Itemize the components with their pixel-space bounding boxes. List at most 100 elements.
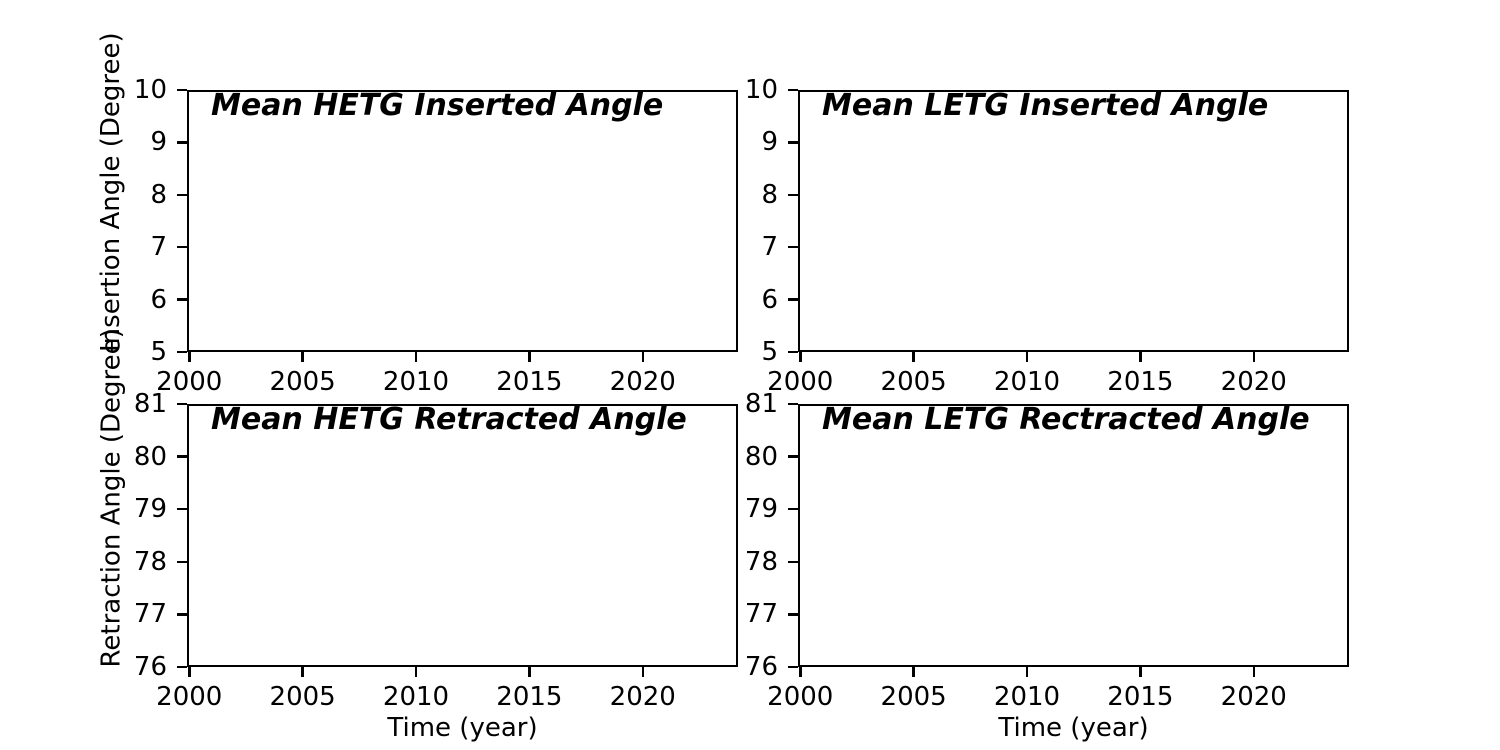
y-tick-label: 5 — [761, 337, 778, 367]
y-tick-label: 80 — [133, 441, 167, 472]
y-tick-mark — [788, 402, 798, 406]
x-tick-mark — [528, 667, 531, 677]
x-tick-mark — [1139, 667, 1142, 677]
x-tick-label: 2020 — [1220, 682, 1287, 712]
x-tick-label: 2005 — [880, 367, 947, 397]
y-tick-mark — [788, 245, 798, 249]
y-tick-label: 81 — [133, 389, 167, 419]
y-tick-label: 77 — [744, 599, 778, 630]
y-tick-mark — [788, 455, 798, 458]
x-tick-mark — [188, 667, 191, 677]
y-tick-label: 10 — [744, 75, 778, 105]
y-tick-label: 80 — [744, 441, 778, 472]
y-tick-label: 7 — [150, 232, 167, 263]
y-tick-label: 81 — [744, 389, 778, 419]
y-tick-mark — [177, 507, 187, 511]
x-tick-mark — [641, 667, 644, 677]
y-tick-label: 7 — [761, 232, 778, 263]
y-tick-mark — [177, 245, 187, 249]
x-tick-label: 2015 — [496, 367, 563, 397]
axes-letg-inserted: Mean LETG Inserted Angle — [798, 88, 1349, 352]
x-tick-label: 2020 — [609, 682, 676, 712]
y-tick-mark — [788, 193, 798, 197]
plot-title-letg-retracted: Mean LETG Rectracted Angle — [822, 402, 1310, 437]
x-tick-mark — [528, 352, 531, 362]
plot-title-letg-inserted: Mean LETG Inserted Angle — [822, 88, 1269, 123]
y-tick-label: 5 — [150, 337, 167, 367]
axes-letg-retracted: Mean LETG Rectracted Angle — [798, 402, 1349, 667]
y-tick-mark — [788, 665, 798, 669]
x-tick-label: 2005 — [880, 682, 947, 712]
y-tick-label: 8 — [761, 179, 778, 210]
x-tick-mark — [301, 352, 304, 362]
x-tick-label: 2005 — [269, 367, 336, 397]
y-tick-mark — [788, 560, 798, 564]
y-tick-mark — [177, 350, 187, 354]
y-tick-label: 79 — [744, 494, 778, 525]
x-tick-label: 2020 — [1220, 367, 1287, 397]
y-tick-label: 9 — [150, 127, 167, 158]
y-tick-label: 78 — [133, 546, 167, 577]
y-tick-label: 77 — [133, 599, 167, 630]
x-tick-label: 2000 — [767, 367, 834, 397]
x-tick-label: 2010 — [382, 367, 450, 397]
x-tick-label: 2000 — [767, 682, 834, 712]
y-tick-mark — [177, 141, 187, 144]
x-tick-label: 2010 — [382, 682, 450, 712]
x-tick-mark — [1252, 667, 1255, 677]
x-tick-mark — [1025, 352, 1029, 362]
y-tick-label: 8 — [150, 179, 167, 210]
x-tick-mark — [301, 667, 304, 677]
x-tick-mark — [414, 667, 418, 677]
y-tick-label: 10 — [133, 75, 167, 105]
x-tick-label: 2020 — [609, 367, 676, 397]
y-tick-mark — [177, 298, 187, 301]
y-tick-label: 6 — [761, 284, 778, 315]
plot-title-hetg-retracted: Mean HETG Retracted Angle — [211, 402, 687, 437]
y-tick-mark — [177, 402, 187, 406]
plot-title-hetg-inserted: Mean HETG Inserted Angle — [211, 88, 664, 123]
x-tick-label: 2000 — [156, 682, 223, 712]
y-tick-mark — [177, 613, 187, 616]
y-tick-mark — [788, 88, 798, 92]
y-tick-label: 79 — [133, 494, 167, 525]
y-tick-label: 76 — [744, 652, 778, 682]
x-tick-mark — [799, 352, 802, 362]
x-tick-label: 2010 — [993, 367, 1061, 397]
x-tick-label: 2010 — [993, 682, 1061, 712]
y-axis-label-insertion: Insertion Angle (Degree) — [96, 32, 126, 352]
x-tick-label: 2015 — [496, 682, 563, 712]
x-tick-mark — [1252, 352, 1255, 362]
x-tick-mark — [912, 667, 915, 677]
axes-hetg-retracted: Mean HETG Retracted Angle — [187, 402, 738, 667]
y-tick-mark — [788, 298, 798, 301]
y-tick-label: 6 — [150, 284, 167, 315]
y-tick-label: 9 — [761, 127, 778, 158]
x-tick-mark — [799, 667, 802, 677]
x-axis-label-time-right: Time (year) — [998, 713, 1149, 743]
y-tick-mark — [177, 193, 187, 197]
y-tick-mark — [788, 613, 798, 616]
y-tick-mark — [788, 350, 798, 354]
y-tick-mark — [177, 560, 187, 564]
y-tick-mark — [177, 665, 187, 669]
y-tick-mark — [177, 88, 187, 92]
x-axis-label-time-left: Time (year) — [387, 713, 538, 743]
y-tick-mark — [788, 141, 798, 144]
x-tick-mark — [641, 352, 644, 362]
x-tick-mark — [1025, 667, 1029, 677]
y-axis-label-retraction: Retraction Angle (Degree) — [96, 327, 126, 667]
y-tick-label: 78 — [744, 546, 778, 577]
y-tick-mark — [788, 507, 798, 511]
x-tick-mark — [912, 352, 915, 362]
x-tick-label: 2015 — [1107, 367, 1174, 397]
y-tick-label: 76 — [133, 652, 167, 682]
x-tick-mark — [414, 352, 418, 362]
x-tick-mark — [188, 352, 191, 362]
x-tick-mark — [1139, 352, 1142, 362]
axes-hetg-inserted: Mean HETG Inserted Angle — [187, 88, 738, 352]
x-tick-label: 2005 — [269, 682, 336, 712]
y-tick-mark — [177, 455, 187, 458]
x-tick-label: 2015 — [1107, 682, 1174, 712]
